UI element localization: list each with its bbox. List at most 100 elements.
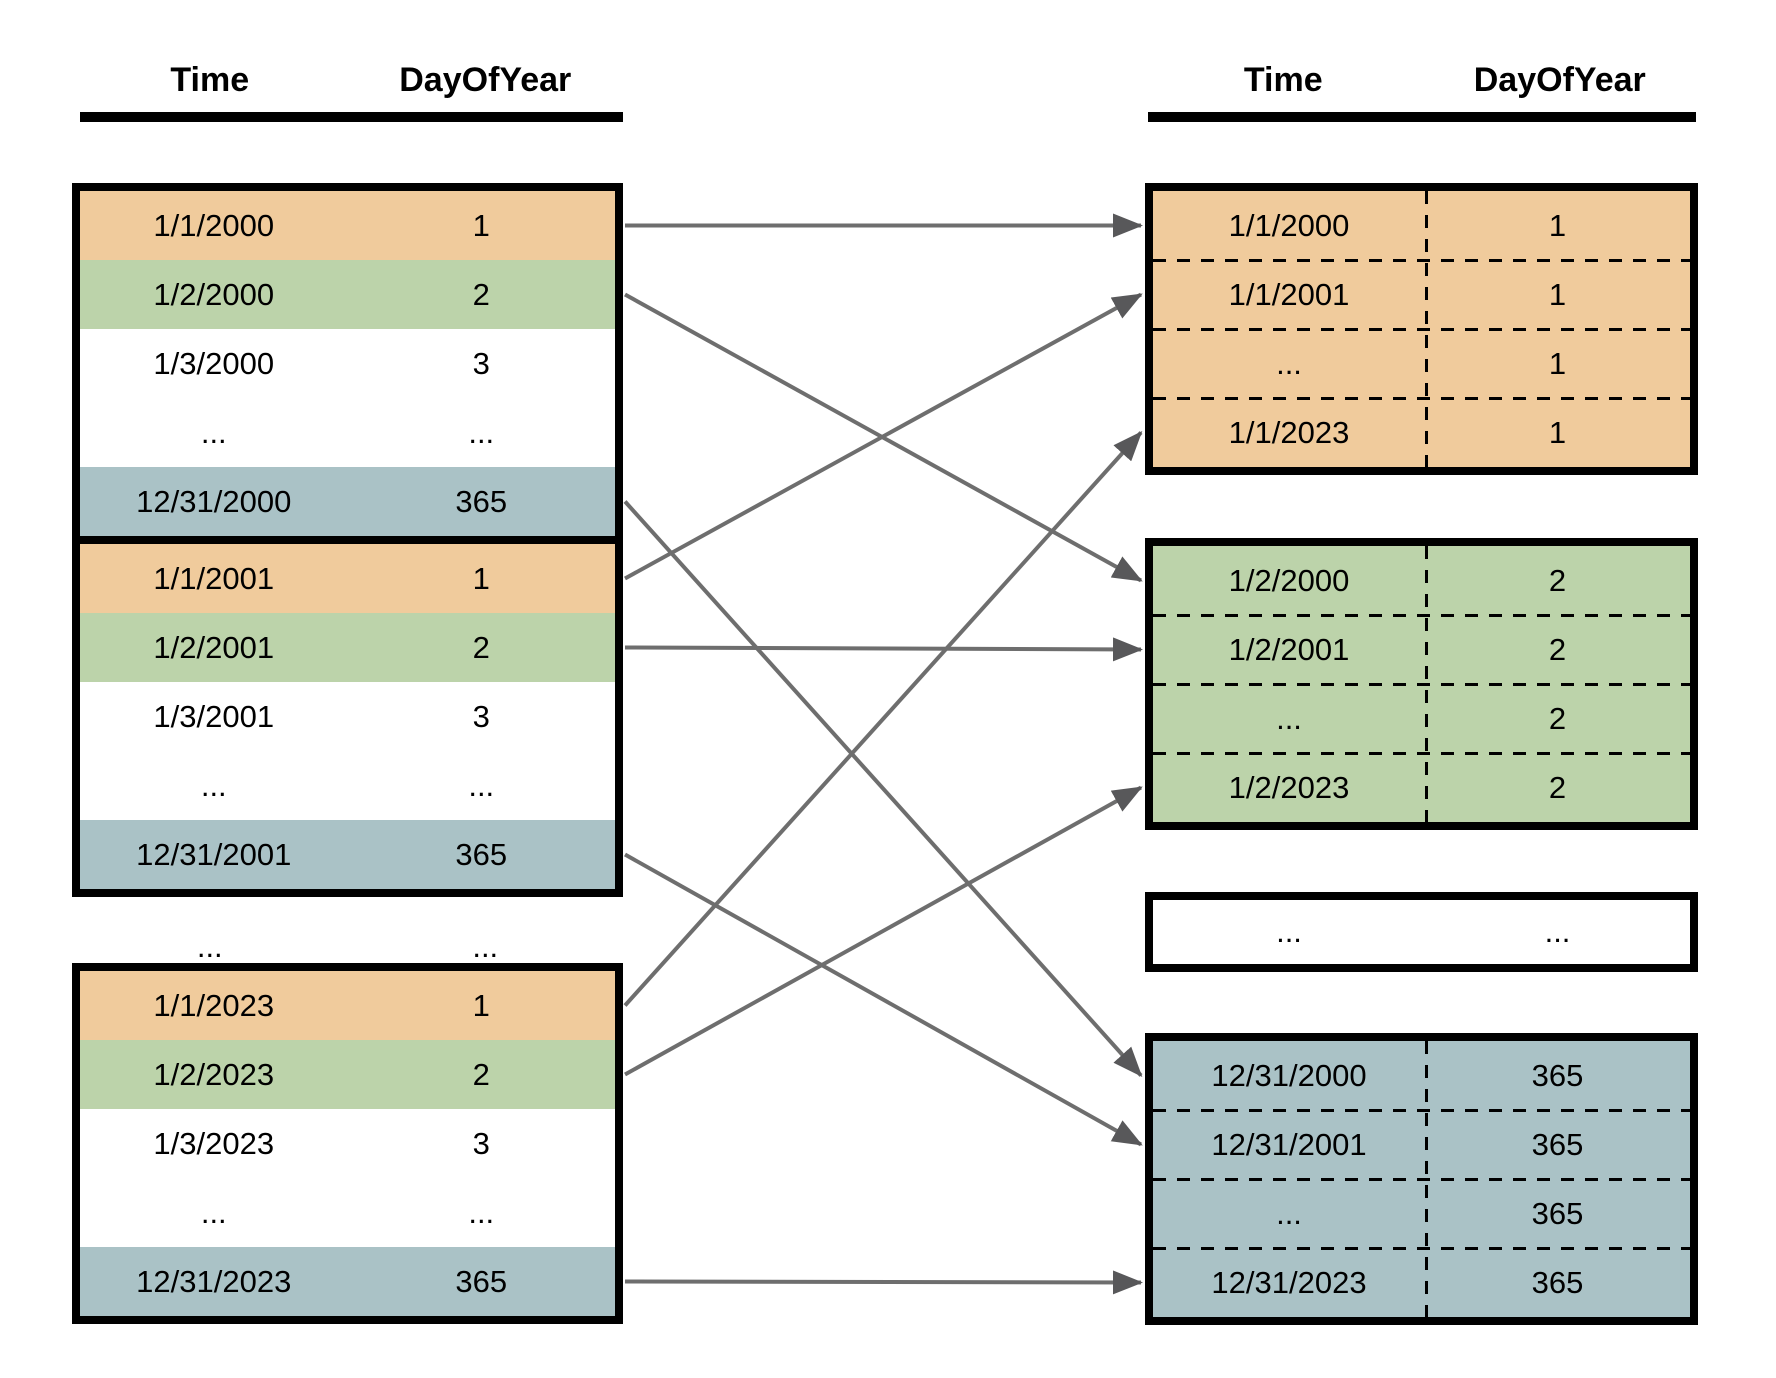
dashed-row-separator — [1153, 396, 1690, 400]
table-row: 12/31/2023 365 — [80, 1247, 615, 1316]
time-cell: 1/1/2000 — [153, 208, 275, 243]
mapping-arrow — [624, 292, 1143, 583]
day-cell: 2 — [1548, 632, 1567, 667]
day-cell: 365 — [455, 1264, 508, 1299]
day-cell: 1 — [1548, 415, 1567, 450]
dashed-column-divider — [1425, 191, 1428, 467]
table-row: 12/31/2001 365 — [80, 820, 615, 889]
dashed-column-divider — [1425, 546, 1428, 822]
day-cell: 2 — [472, 1057, 490, 1092]
day-cell: 365 — [455, 484, 508, 519]
mapping-arrow — [623, 500, 1143, 1077]
dashed-row-separator — [1153, 682, 1690, 686]
group-row: ...... — [1153, 900, 1690, 964]
table-row: ...... — [80, 1178, 615, 1247]
group-row: 1/1/2000 1 — [1153, 191, 1690, 260]
right-header-time: Time — [1243, 61, 1323, 99]
time-cell: ... — [1276, 914, 1302, 949]
gap-time-cell: ... — [196, 929, 223, 964]
dashed-row-separator — [1153, 258, 1690, 262]
group-row: 1/2/2000 2 — [1153, 546, 1690, 615]
table-row: ...... — [80, 751, 615, 820]
dashed-row-separator — [1153, 1108, 1690, 1112]
day-cell: 3 — [472, 699, 490, 734]
mapping-arrow — [624, 852, 1143, 1147]
time-cell: 1/1/2001 — [153, 561, 275, 596]
dashed-row-separator — [1153, 751, 1690, 755]
mapping-arrow — [624, 637, 1143, 662]
table-row: 1/2/2000 2 — [80, 260, 615, 329]
table-row: ...... — [80, 398, 615, 467]
left-gap-row: ... ... — [72, 912, 623, 982]
left-table-year-2000: 1/1/2000 1 1/2/2000 2 1/3/2000 3...... 12/31/2… — [72, 183, 623, 544]
gap-day-cell: ... — [472, 929, 499, 964]
day-cell: 1 — [1548, 277, 1567, 312]
table-row: 1/1/2001 1 — [80, 544, 615, 613]
time-cell: 1/2/2023 — [153, 1057, 275, 1092]
left-table-year-2001: 1/1/2001 1 1/2/2001 2 1/3/2001 3...... 12/31/2… — [72, 536, 623, 897]
group-row: 1/2/2023 2 — [1153, 753, 1690, 822]
day-cell: ... — [468, 1195, 495, 1230]
time-cell: 12/31/2023 — [1211, 1265, 1367, 1300]
right-group-day-2: 1/2/2000 2 1/2/2001 2... 2 1/2/2023 2 — [1145, 538, 1698, 830]
day-cell: 2 — [472, 277, 490, 312]
dashed-row-separator — [1153, 1177, 1690, 1181]
time-cell: ... — [200, 1195, 227, 1230]
group-row: ... 2 — [1153, 684, 1690, 753]
time-cell: 1/2/2023 — [1228, 770, 1350, 805]
right-group-ellipsis: ...... — [1145, 892, 1698, 972]
time-cell: 1/2/2001 — [1228, 632, 1350, 667]
time-cell: 12/31/2000 — [1211, 1058, 1367, 1093]
table-row: 1/1/2023 1 — [80, 971, 615, 1040]
time-cell: 1/1/2001 — [1228, 277, 1350, 312]
time-cell: 1/2/2000 — [153, 277, 275, 312]
day-cell: ... — [468, 768, 495, 803]
day-cell: 2 — [1548, 770, 1567, 805]
group-row: ... 1 — [1153, 329, 1690, 398]
group-row: 1/1/2023 1 — [1153, 398, 1690, 467]
time-cell: ... — [1276, 1196, 1302, 1231]
time-cell: 12/31/2001 — [1211, 1127, 1367, 1162]
left-header-underline — [80, 112, 623, 122]
mapping-arrow — [623, 431, 1143, 1007]
mapping-arrow — [624, 1270, 1143, 1295]
day-cell: 2 — [1548, 701, 1567, 736]
dashed-row-separator — [1153, 327, 1690, 331]
table-row: 1/2/2001 2 — [80, 613, 615, 682]
day-cell: 1 — [472, 988, 490, 1023]
day-cell: 365 — [1531, 1196, 1584, 1231]
day-cell: ... — [1544, 914, 1571, 949]
left-header-dayofyear: DayOfYear — [399, 61, 572, 99]
time-cell: 1/3/2023 — [153, 1126, 275, 1161]
right-header-underline — [1148, 112, 1696, 122]
day-cell: 1 — [472, 208, 490, 243]
table-row: 1/2/2023 2 — [80, 1040, 615, 1109]
day-cell: 1 — [1548, 208, 1567, 243]
right-table-header: Time DayOfYear — [1145, 58, 1698, 102]
group-row: 12/31/2000 365 — [1153, 1041, 1690, 1110]
table-row: 1/1/2000 1 — [80, 191, 615, 260]
day-cell: 365 — [1531, 1058, 1584, 1093]
dashed-row-separator — [1153, 613, 1690, 617]
day-cell: 3 — [472, 346, 490, 381]
table-row: 1/3/2000 3 — [80, 329, 615, 398]
table-row: 12/31/2000 365 — [80, 467, 615, 536]
day-cell: 365 — [455, 837, 508, 872]
group-row: 1/1/2001 1 — [1153, 260, 1690, 329]
left-table-year-2023: 1/1/2023 1 1/2/2023 2 1/3/2023 3...... 12/31/2… — [72, 963, 623, 1324]
group-row: 12/31/2023 365 — [1153, 1248, 1690, 1317]
time-cell: 1/1/2000 — [1228, 208, 1350, 243]
day-cell: 1 — [472, 561, 490, 596]
left-table-header: Time DayOfYear — [72, 58, 623, 102]
time-cell: 1/1/2023 — [153, 988, 275, 1023]
mapping-arrow — [624, 785, 1143, 1077]
time-cell: 1/3/2001 — [153, 699, 275, 734]
group-row: 12/31/2001 365 — [1153, 1110, 1690, 1179]
table-row: 1/3/2001 3 — [80, 682, 615, 751]
time-cell: 12/31/2023 — [136, 1264, 292, 1299]
time-cell: 12/31/2001 — [136, 837, 292, 872]
right-group-day-365: 12/31/2000 365 12/31/2001 365... 365 12/31/20… — [1145, 1033, 1698, 1325]
day-cell: 2 — [472, 630, 490, 665]
day-cell: 3 — [472, 1126, 490, 1161]
